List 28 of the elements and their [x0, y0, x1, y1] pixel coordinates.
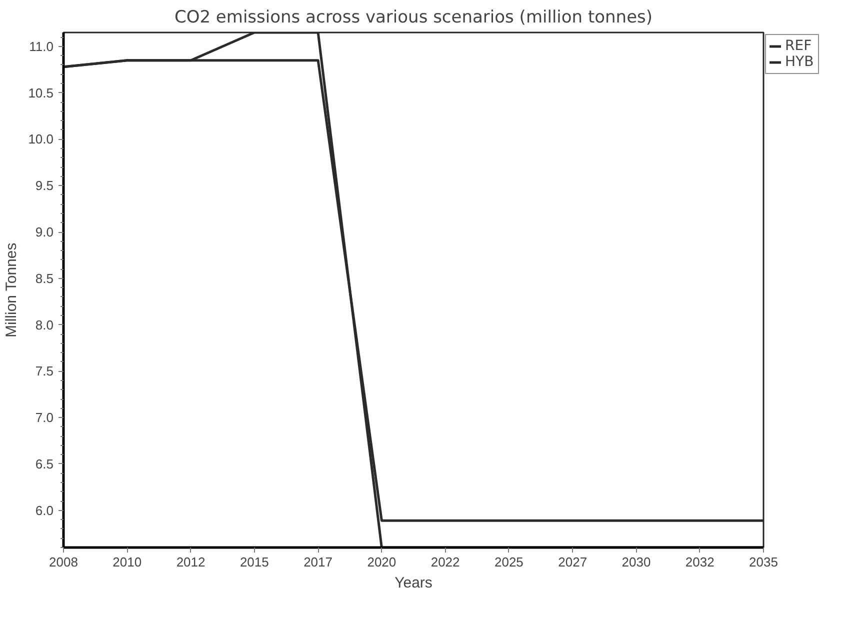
x-tick-label: 2035 [749, 554, 778, 570]
y-axis-title: Million Tonnes [3, 242, 20, 338]
y-tick-label: 8.0 [35, 317, 54, 332]
x-tick-label: 2010 [112, 554, 142, 570]
x-tick-label: 2020 [367, 554, 396, 570]
x-tick-label: 2027 [558, 554, 588, 570]
y-tick-label: 8.5 [35, 270, 54, 286]
x-tick-label: 2015 [240, 554, 269, 570]
y-tick-label: 10.0 [28, 132, 54, 147]
y-tick-label: 7.5 [35, 364, 54, 379]
y-tick-label: 11.0 [29, 38, 54, 54]
x-tick-label: 2030 [622, 554, 651, 570]
y-tick-label: 9.0 [35, 224, 54, 240]
x-tick-label: 2008 [49, 554, 78, 570]
y-tick-label: 10.5 [28, 85, 54, 100]
x-axis-title: Years [394, 574, 432, 592]
y-tick-label: 7.0 [35, 410, 54, 426]
x-tick-label: 2012 [176, 554, 206, 570]
x-tick-label: 2017 [304, 554, 333, 570]
x-tick-label: 2025 [494, 554, 524, 570]
legend-label: HYB [785, 54, 815, 70]
y-tick-label: 6.5 [35, 456, 54, 472]
x-tick-label: 2032 [685, 554, 714, 570]
chart-title: CO2 emissions across various scenarios (million tonnes) [174, 8, 653, 28]
x-tick-label: 2022 [430, 554, 460, 570]
y-tick-label: 6.0 [35, 502, 54, 518]
y-tick-label: 9.5 [35, 178, 54, 194]
legend-label: REF [785, 38, 813, 54]
